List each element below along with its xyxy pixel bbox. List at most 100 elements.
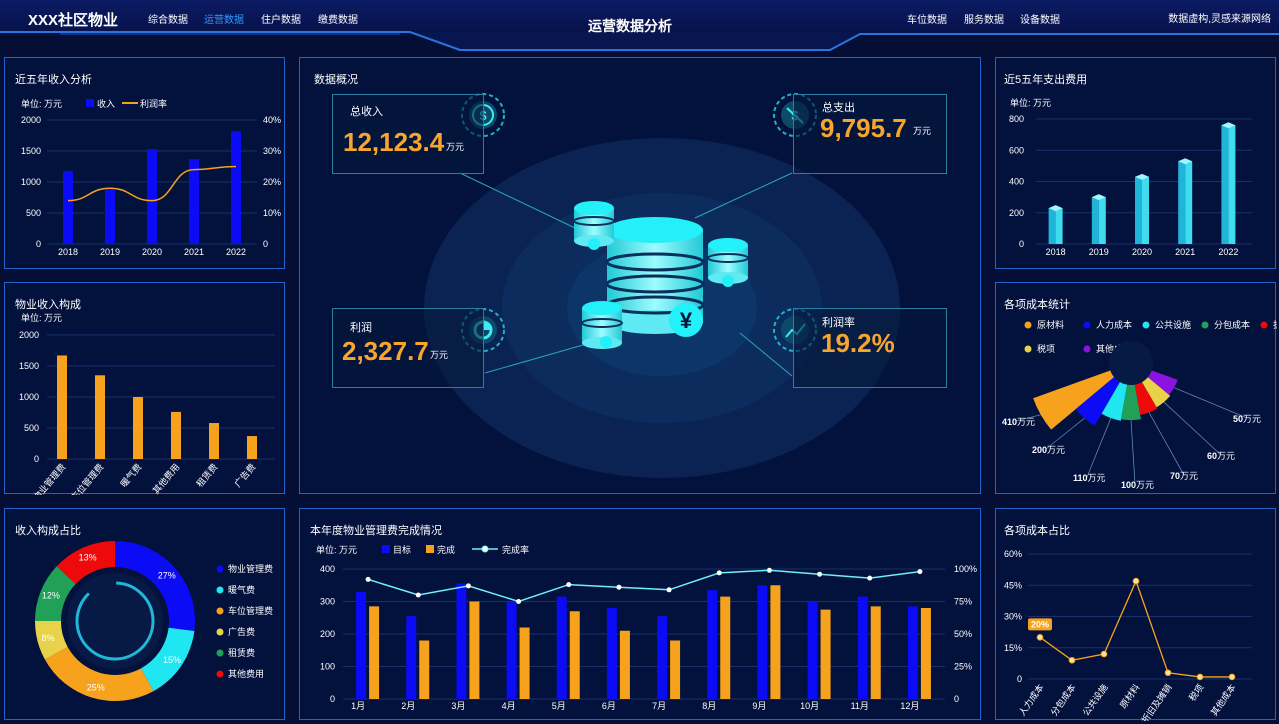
y-tick-label: 2000 [19,330,39,340]
legend-label: 原材料 [1037,319,1064,330]
card-total-income[interactable] [332,94,484,174]
panel-income-composition: 物业收入构成 单位: 万元 0 500 1000 1500 2000 物业管理费 车位管理费… [4,282,285,495]
bar-target [907,606,918,699]
donut-slice [56,541,115,585]
card-total-income-label: 总收入 [350,106,383,118]
panel-income-share: 收入构成占比 27% 15% 25% 8% 12% 13% 物业管理费 暖气费 车位管理费 广告费… [4,508,285,720]
logo[interactable]: XXX社区物业 [28,12,119,29]
disclaimer-text: 数据虚构,灵感来源网络 [1168,14,1271,25]
rate-point [616,584,622,590]
rate-point [716,570,722,576]
y-tick-label: 600 [1009,145,1024,155]
y-tick-label: 800 [1009,114,1024,124]
line-cost-share [1039,579,1232,678]
card-profit-unit: 万元 [430,350,449,360]
x-tick-label: 2020 [1132,247,1152,257]
donut-slice [44,647,154,701]
overview-illustration: ¥ $ $ [424,93,900,478]
rose-value-label: 70万元 [1170,471,1198,481]
y-tick-label: 0 [330,694,335,704]
donut-slice [35,566,76,621]
nav-comprehensive[interactable]: 综合数据 [148,15,188,26]
legend-rate[interactable]: 完成率 [502,544,529,555]
line-completion-rate [367,569,921,603]
bar-target [857,596,868,699]
donut-slice [141,627,195,692]
rate-point [566,582,572,588]
card-total-expense[interactable] [793,94,947,174]
nav-payments[interactable]: 缴费数据 [318,15,358,26]
bar-expense-front [1178,161,1186,244]
legend-label: 租赁费 [228,647,255,658]
rose-value-label: 200万元 [1032,445,1065,455]
page-title: 运营数据分析 [588,18,672,34]
bar-income-item [133,397,143,459]
cost-share-point [1228,673,1236,681]
x-tick-label: 租赁费 [194,461,220,489]
bar-income-item [209,423,219,459]
bar-expense-side [1185,161,1193,244]
bar-done [870,606,881,699]
x-tick-label: 3月 [451,701,465,711]
bar-income-item [247,436,257,459]
bar-income [231,131,241,244]
x-tick-label: 暖气费 [118,461,144,489]
rose-label-leader [1130,420,1136,485]
donut-inner-ring [75,581,155,661]
legend-dot [1083,321,1091,329]
rate-point [867,575,873,581]
nav-operations[interactable]: 运营数据 [204,15,244,26]
rose-slice [1075,377,1120,426]
nav-parking[interactable]: 车位数据 [907,15,947,26]
nav-devices[interactable]: 设备数据 [1020,15,1060,26]
x-tick-label: 4月 [502,701,516,711]
y-tick-label: 0 [1019,239,1024,249]
bar-expense-front [1048,208,1056,244]
rose-slice [1147,370,1178,395]
donut-slice [35,621,68,660]
y-tick-label: 100 [320,662,335,672]
slice-value-label: 13% [79,553,97,563]
legend-done[interactable]: 完成 [437,544,455,555]
legend-label: 人力成本 [1096,319,1132,330]
rose-label-leader [1173,387,1248,419]
legend-income[interactable]: 收入 [97,98,115,109]
bar-income-item [171,411,181,459]
legend-dot [216,670,224,678]
bar-done [519,627,530,699]
bar-expense-top [1048,205,1063,212]
rate-point [917,569,923,575]
nav-service[interactable]: 服务数据 [964,15,1004,26]
x-tick-label: 8月 [702,701,716,711]
y2-tick-label: 25% [954,662,972,672]
x-tick-label: 2022 [1218,247,1238,257]
y-tick-label: 500 [26,208,41,218]
cost-share-point [1068,656,1076,664]
panel-title: 近5五年支出费用 [1004,74,1088,86]
x-tick-label: 原材料 [1117,682,1142,710]
bar-income-item [57,355,67,459]
panel-title: 数据概况 [314,74,358,86]
bar-expense-top [1135,173,1149,180]
rose-value-label: 410万元 [1002,417,1035,427]
y-tick-label: 30% [1004,612,1022,622]
nav-residents[interactable]: 住户数据 [261,15,301,26]
legend-dot [1024,345,1032,353]
x-tick-label: 其他成本 [1208,682,1238,718]
legend-dot [1260,321,1268,329]
rate-point [766,567,772,573]
y-tick-label: 400 [1009,177,1024,187]
panel-income-5y: 近五年收入分析 单位: 万元 收入 利润率 0 0 500 10% 1000 20% 150… [4,57,285,269]
legend-label: 税项 [1037,343,1055,354]
rose-value-label: 50万元 [1233,414,1261,424]
y2-tick-label: 30% [263,146,281,156]
legend-rate[interactable]: 利润率 [140,98,167,109]
rate-point [465,583,471,589]
card-profit-rate[interactable] [793,308,947,388]
legend-target[interactable]: 目标 [393,544,411,555]
card-total-income-value: 12,123.4 [343,127,445,157]
cost-share-point [1196,673,1204,681]
card-profit[interactable] [332,308,484,388]
y-tick-label: 1500 [19,361,39,371]
